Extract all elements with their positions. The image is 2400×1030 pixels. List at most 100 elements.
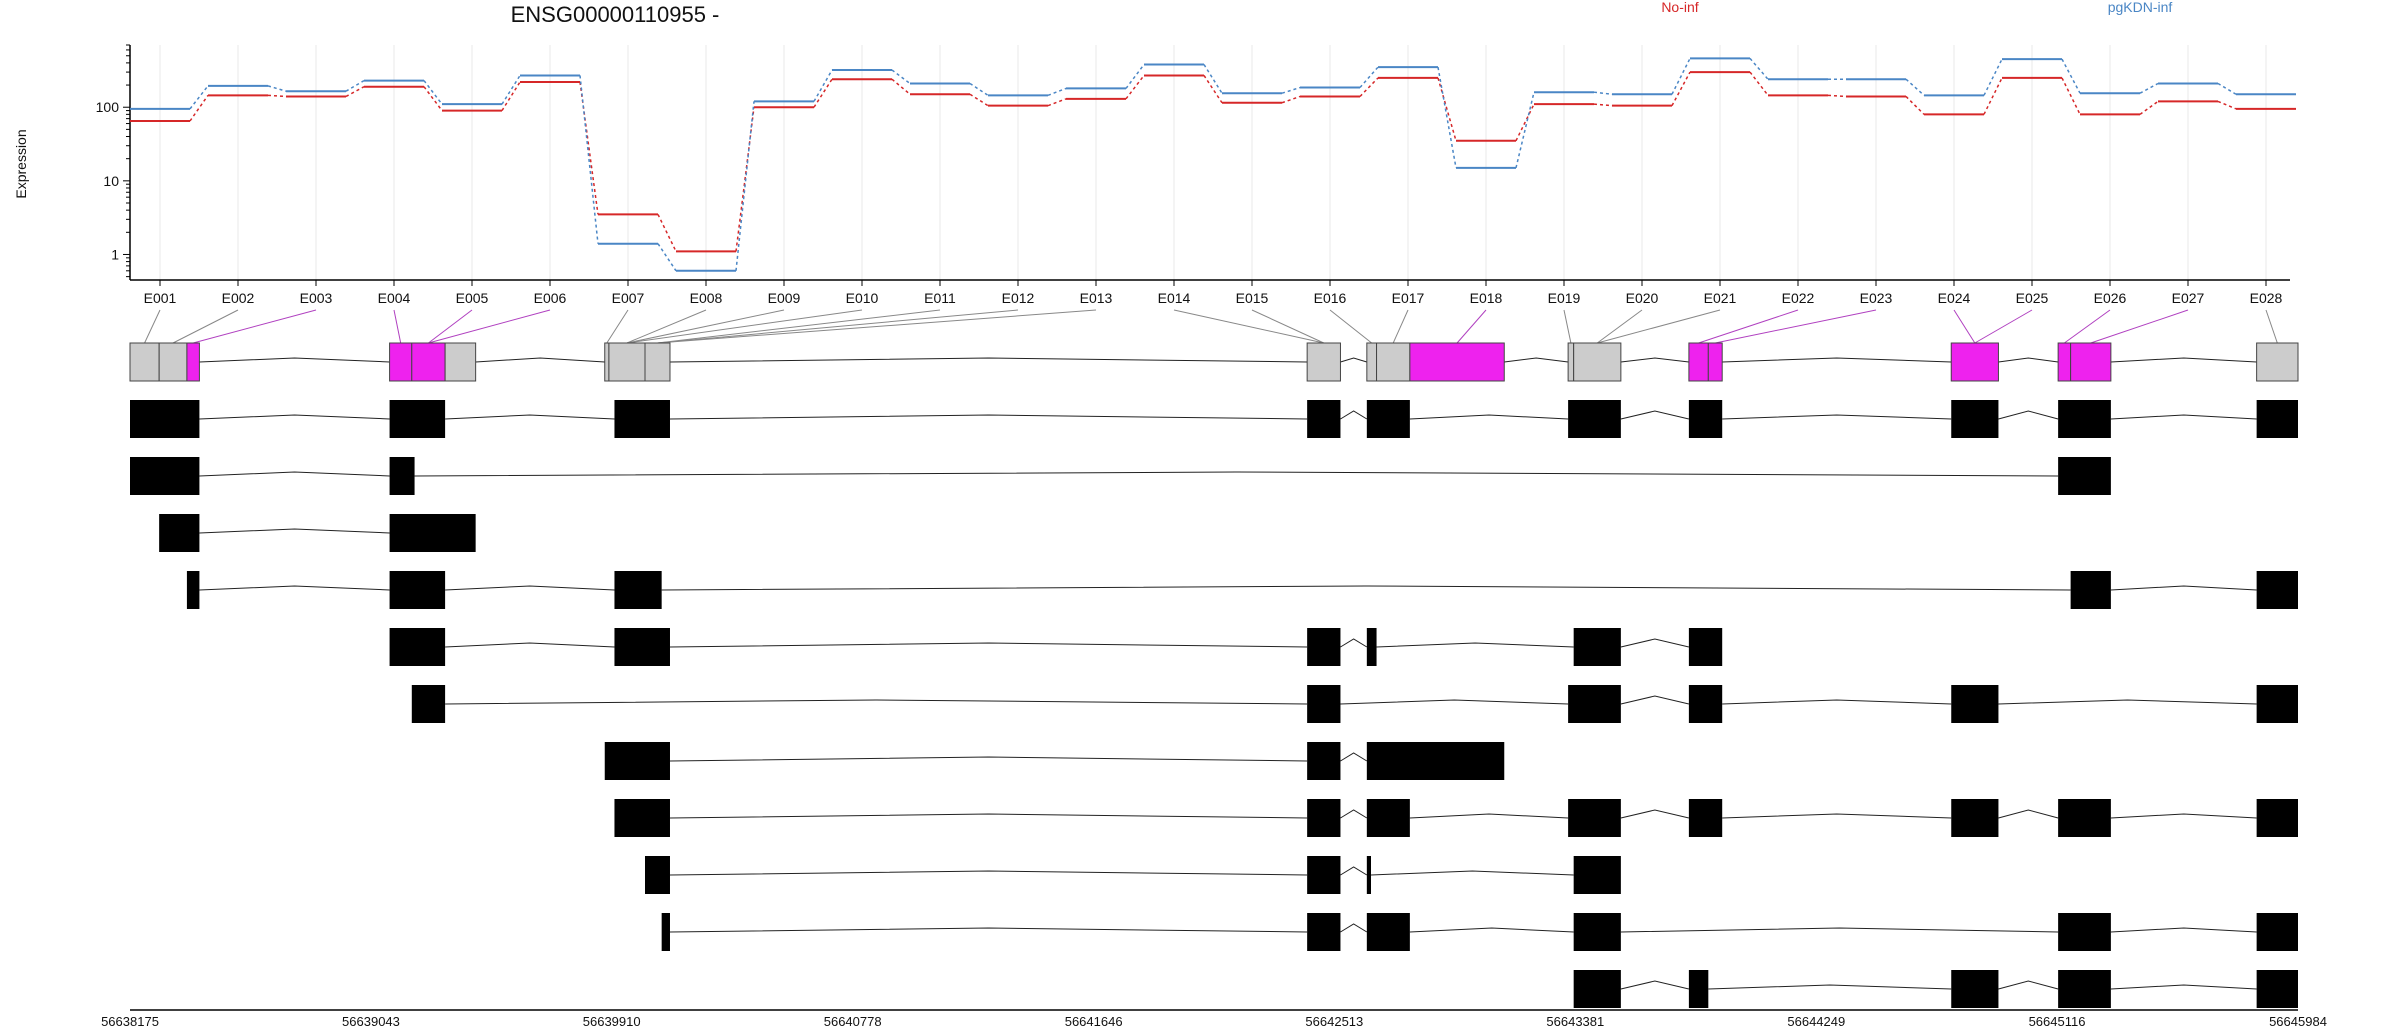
transcript-exon — [1573, 970, 1621, 1008]
transcript-exon — [1573, 856, 1621, 894]
exon-link — [2265, 309, 2278, 344]
transcript-intron — [1998, 809, 2059, 819]
transcript-exon — [1366, 400, 1410, 438]
exon-label: E010 — [846, 290, 879, 306]
transcript-exon — [389, 457, 415, 495]
exon-label: E019 — [1548, 290, 1581, 306]
series-connector — [1593, 91, 1613, 96]
exon-link — [393, 309, 402, 344]
exon-link — [1392, 309, 1409, 344]
exon-link — [1329, 309, 1373, 344]
exon-label: E006 — [534, 290, 567, 306]
transcript-exon — [1951, 970, 1999, 1008]
transcript-intron — [669, 927, 1308, 933]
transcript-intron — [661, 585, 2071, 591]
exon-labels: E001 E002 E003 E004 E005 E006 E007 E008 E009 E010… — [144, 290, 2283, 306]
legend-no-inf: No-inf — [1661, 0, 1698, 15]
series-connector — [1437, 67, 1457, 169]
transcript-intron — [445, 585, 615, 591]
series-connector — [189, 94, 209, 122]
exon-link — [1597, 309, 1721, 344]
transcript-exon — [2256, 571, 2298, 609]
exon-label: E024 — [1938, 290, 1971, 306]
model-exon — [2256, 342, 2299, 382]
series-connector — [1125, 75, 1145, 100]
transcript-intron — [669, 870, 1308, 876]
exon-label: E025 — [2016, 290, 2049, 306]
transcript-intron — [199, 471, 390, 477]
model-exon — [1409, 342, 1505, 382]
series-connector — [891, 78, 911, 95]
transcript-intron — [1340, 699, 1569, 705]
transcript-intron — [1340, 866, 1368, 876]
exon-label: E005 — [456, 290, 489, 306]
model-exon — [1567, 342, 1575, 382]
series-connector — [579, 81, 599, 215]
exon-link — [1953, 309, 1976, 344]
model-exon — [389, 342, 413, 382]
transcript-intron — [1620, 927, 2059, 933]
transcript-exon — [2058, 913, 2111, 951]
series-connector — [813, 69, 833, 102]
transcript-exon — [614, 799, 670, 837]
transcript-intron — [669, 414, 1308, 420]
exon-link — [1715, 309, 1877, 344]
transcript-exon — [1307, 856, 1341, 894]
transcript-exon — [645, 856, 670, 894]
transcript-intron — [1370, 870, 1574, 876]
series-connector — [1047, 87, 1067, 97]
model-intron — [199, 357, 390, 363]
series-connector — [1671, 71, 1691, 107]
y-axis-label: Expression — [13, 129, 29, 198]
model-exon — [411, 342, 446, 382]
model-exon — [1376, 342, 1411, 382]
transcript-exon — [1573, 628, 1621, 666]
exon-label: E027 — [2172, 290, 2205, 306]
transcript-intron — [199, 414, 390, 420]
transcript-exon — [1568, 685, 1621, 723]
transcript-exon — [1366, 913, 1410, 951]
transcript-intron — [1722, 414, 1952, 420]
exon-label: E022 — [1782, 290, 1815, 306]
transcript-intron — [669, 756, 1308, 762]
exon-label: E013 — [1080, 290, 1113, 306]
genomic-tick-label: 56641646 — [1065, 1014, 1123, 1029]
transcript-intron — [1722, 699, 1952, 705]
transcript-intron — [414, 471, 2059, 477]
series-connector — [345, 79, 365, 92]
legend-pgkdn-inf: pgKDN-inf — [2108, 0, 2173, 15]
transcript-exon — [389, 628, 446, 666]
transcript-exon — [1366, 799, 1410, 837]
transcript-intron — [1340, 809, 1368, 819]
exon-link — [626, 309, 707, 344]
transcript-exon — [1568, 400, 1621, 438]
transcript-exon — [661, 913, 670, 951]
series-connector — [1281, 95, 1301, 104]
series-connector — [1203, 75, 1223, 104]
transcript-intron — [1998, 980, 2059, 990]
exon-link — [193, 309, 317, 344]
model-intron — [2110, 357, 2257, 363]
transcript-exon — [411, 685, 446, 723]
model-exon — [604, 342, 610, 382]
series-connector — [1749, 71, 1769, 96]
series-connector — [1593, 103, 1613, 107]
transcript-intron — [1620, 638, 1689, 648]
series-connector — [813, 78, 833, 108]
chart-title: ENSG00000110955 - — [511, 2, 720, 27]
transcript-exon — [159, 514, 200, 552]
transcript-intron — [1409, 414, 1569, 420]
transcript-exon — [1366, 856, 1371, 894]
transcript-intron — [445, 414, 615, 420]
exon-label: E023 — [1860, 290, 1893, 306]
transcript-exon — [1307, 400, 1341, 438]
series-connector — [579, 75, 599, 244]
exon-label: E007 — [612, 290, 645, 306]
model-exon — [444, 342, 477, 382]
series-connector — [891, 69, 911, 85]
model-intron — [1504, 357, 1569, 363]
model-exon — [129, 342, 160, 382]
series-connector — [1359, 77, 1379, 97]
transcript-exon — [1366, 742, 1505, 780]
